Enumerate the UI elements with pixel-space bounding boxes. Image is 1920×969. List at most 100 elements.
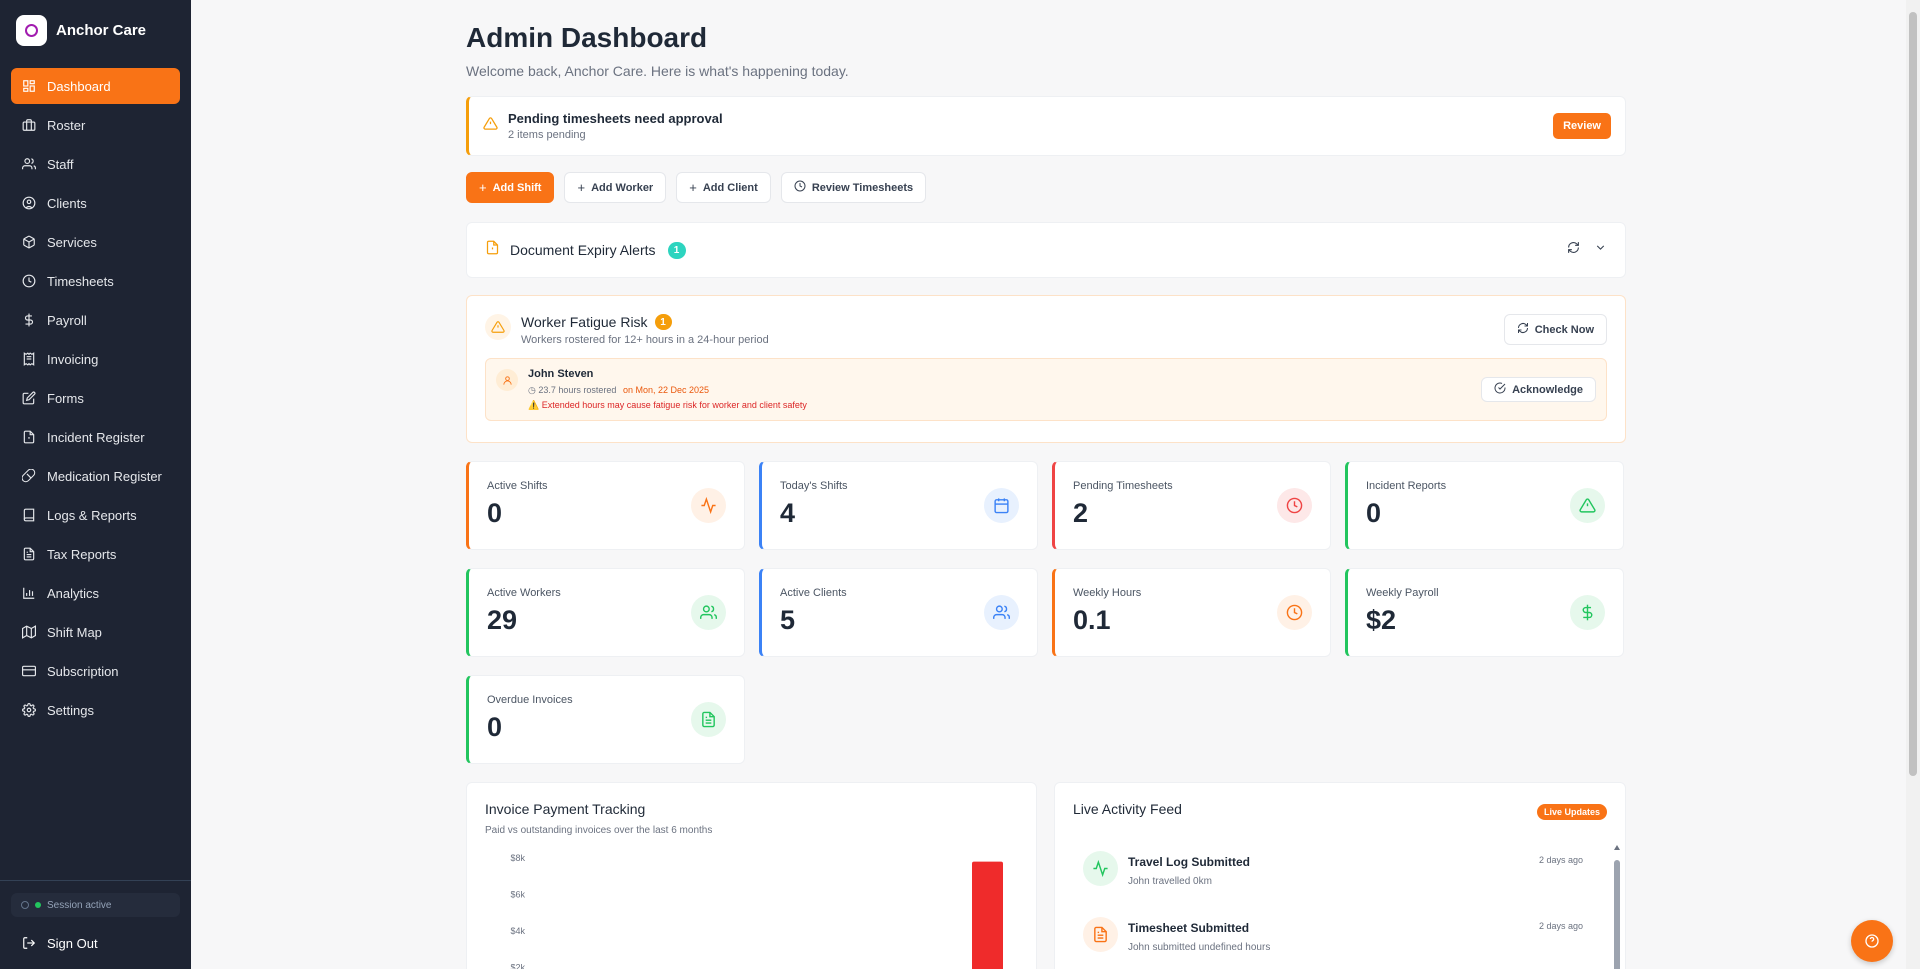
stat-card-incident-reports[interactable]: Incident Reports 0 bbox=[1345, 461, 1624, 550]
review-timesheets-button[interactable]: Review Timesheets bbox=[780, 172, 927, 203]
sidebar-item-timesheets[interactable]: Timesheets bbox=[11, 263, 180, 299]
user-circle-icon bbox=[22, 196, 36, 210]
alert-triangle-icon bbox=[485, 314, 511, 340]
page-subtitle: Welcome back, Anchor Care. Here is what'… bbox=[466, 63, 849, 79]
live-activity-feed: Live Activity Feed Live Updates Travel L… bbox=[1054, 782, 1626, 969]
worker-hours: 23.7 hours rostered bbox=[538, 385, 617, 395]
dollar-icon bbox=[1570, 595, 1605, 630]
stat-card-weekly-payroll[interactable]: Weekly Payroll $2 bbox=[1345, 568, 1624, 657]
sidebar-item-invoicing[interactable]: Invoicing bbox=[11, 341, 180, 377]
page-title: Admin Dashboard bbox=[466, 22, 708, 53]
feed-item[interactable]: Timesheet Submitted John submitted undefi… bbox=[1073, 913, 1607, 969]
sidebar-item-label: Incident Register bbox=[47, 429, 145, 445]
acknowledge-button[interactable]: Acknowledge bbox=[1481, 377, 1596, 402]
clock-icon bbox=[1277, 488, 1312, 523]
sidebar-item-label: Payroll bbox=[47, 312, 87, 328]
sidebar-item-tax-reports[interactable]: Tax Reports bbox=[11, 536, 180, 572]
session-label: Session active bbox=[47, 899, 112, 911]
chevron-down-icon[interactable] bbox=[1594, 241, 1607, 259]
main-content: Admin Dashboard Welcome back, Anchor Car… bbox=[466, 0, 1626, 969]
edit-icon bbox=[22, 391, 36, 405]
stat-card-active-shifts[interactable]: Active Shifts 0 bbox=[466, 461, 745, 550]
stat-value: 5 bbox=[780, 605, 796, 635]
stat-label: Overdue Invoices bbox=[487, 694, 573, 706]
file-text-icon bbox=[1083, 917, 1118, 952]
sidebar-item-label: Roster bbox=[47, 117, 86, 133]
stat-value: 0.1 bbox=[1073, 605, 1111, 635]
sidebar-item-analytics[interactable]: Analytics bbox=[11, 575, 180, 611]
sidebar-item-clients[interactable]: Clients bbox=[11, 185, 180, 221]
sidebar-item-settings[interactable]: Settings bbox=[11, 692, 180, 728]
alert-triangle-icon bbox=[1570, 488, 1605, 523]
feed-scrollbar[interactable] bbox=[1614, 845, 1620, 969]
y-tick-label: $2k bbox=[510, 963, 525, 969]
feed-item-time: 2 days ago bbox=[1538, 855, 1583, 865]
worker-warning: Extended hours may cause fatigue risk fo… bbox=[541, 400, 807, 410]
sidebar-item-payroll[interactable]: Payroll bbox=[11, 302, 180, 338]
refresh-icon[interactable] bbox=[1567, 241, 1580, 259]
invoice-panel-subtitle: Paid vs outstanding invoices over the la… bbox=[485, 825, 713, 836]
stat-card-active-clients[interactable]: Active Clients 5 bbox=[759, 568, 1038, 657]
add-client-button[interactable]: + Add Client bbox=[676, 172, 771, 203]
sidebar-item-staff[interactable]: Staff bbox=[11, 146, 180, 182]
acknowledge-label: Acknowledge bbox=[1512, 383, 1583, 396]
review-button[interactable]: Review bbox=[1553, 113, 1611, 139]
y-tick-label: $6k bbox=[510, 890, 525, 900]
plus-icon: + bbox=[479, 180, 487, 195]
sidebar-item-dashboard[interactable]: Dashboard bbox=[11, 68, 180, 104]
activity-icon bbox=[1083, 851, 1118, 886]
chart-bar[interactable] bbox=[972, 861, 1003, 969]
package-icon bbox=[22, 235, 36, 249]
stat-card-pending-timesheets[interactable]: Pending Timesheets 2 bbox=[1052, 461, 1331, 550]
pending-timesheets-alert: Pending timesheets need approval 2 items… bbox=[466, 96, 1626, 156]
stat-card-active-workers[interactable]: Active Workers 29 bbox=[466, 568, 745, 657]
sidebar-item-label: Timesheets bbox=[47, 273, 114, 289]
grid-icon bbox=[22, 79, 36, 93]
worker-name: John Steven bbox=[528, 368, 594, 380]
calendar-icon bbox=[984, 488, 1019, 523]
stat-label: Active Workers bbox=[487, 587, 561, 599]
plus-icon: + bbox=[577, 180, 586, 195]
fatigue-count: 1 bbox=[654, 314, 672, 330]
sidebar-item-label: Logs & Reports bbox=[47, 507, 137, 523]
session-status: Session active bbox=[11, 893, 180, 917]
file-icon bbox=[485, 240, 500, 260]
sign-out-label: Sign Out bbox=[47, 935, 98, 951]
credit-card-icon bbox=[22, 664, 36, 678]
sidebar-item-logs-reports[interactable]: Logs & Reports bbox=[11, 497, 180, 533]
brand[interactable]: Anchor Care bbox=[0, 0, 191, 60]
document-expiry-alerts[interactable]: Document Expiry Alerts 1 bbox=[466, 222, 1626, 278]
sign-out-button[interactable]: Sign Out bbox=[11, 925, 180, 961]
sidebar-footer: Session active Sign Out bbox=[0, 880, 191, 969]
users-icon bbox=[691, 595, 726, 630]
check-now-button[interactable]: Check Now bbox=[1503, 314, 1607, 345]
add-worker-button[interactable]: + Add Worker bbox=[564, 172, 667, 203]
feed-item-title: Travel Log Submitted bbox=[1128, 855, 1251, 869]
doc-alerts-count: 1 bbox=[667, 241, 686, 259]
stat-card-overdue-invoices[interactable]: Overdue Invoices 0 bbox=[466, 675, 745, 764]
sidebar-item-medication-register[interactable]: Medication Register bbox=[11, 458, 180, 494]
feed-item-desc: John submitted undefined hours bbox=[1128, 942, 1271, 953]
page-scroll-thumb[interactable] bbox=[1909, 12, 1917, 776]
feed-scroll-thumb[interactable] bbox=[1614, 860, 1620, 969]
sidebar-item-roster[interactable]: Roster bbox=[11, 107, 180, 143]
sidebar-item-forms[interactable]: Forms bbox=[11, 380, 180, 416]
sidebar-item-subscription[interactable]: Subscription bbox=[11, 653, 180, 689]
sidebar-item-incident-register[interactable]: Incident Register bbox=[11, 419, 180, 455]
bar-chart-icon bbox=[22, 586, 36, 600]
review-timesheets-label: Review Timesheets bbox=[811, 181, 914, 194]
sidebar-item-label: Dashboard bbox=[47, 78, 111, 94]
stat-card-today-s-shifts[interactable]: Today's Shifts 4 bbox=[759, 461, 1038, 550]
help-button[interactable] bbox=[1851, 920, 1893, 962]
help-chat-icon bbox=[1865, 934, 1879, 948]
scroll-up-icon[interactable] bbox=[1614, 845, 1620, 850]
add-shift-button[interactable]: + Add Shift bbox=[466, 172, 555, 203]
page-scrollbar[interactable] bbox=[1906, 0, 1920, 969]
sidebar-item-services[interactable]: Services bbox=[11, 224, 180, 260]
clock-icon bbox=[794, 180, 806, 195]
stat-card-weekly-hours[interactable]: Weekly Hours 0.1 bbox=[1052, 568, 1331, 657]
stat-label: Incident Reports bbox=[1366, 480, 1447, 492]
feed-item-title: Timesheet Submitted bbox=[1128, 921, 1250, 935]
feed-item[interactable]: Travel Log Submitted John travelled 0km 2 … bbox=[1073, 847, 1607, 913]
sidebar-item-shift-map[interactable]: Shift Map bbox=[11, 614, 180, 650]
